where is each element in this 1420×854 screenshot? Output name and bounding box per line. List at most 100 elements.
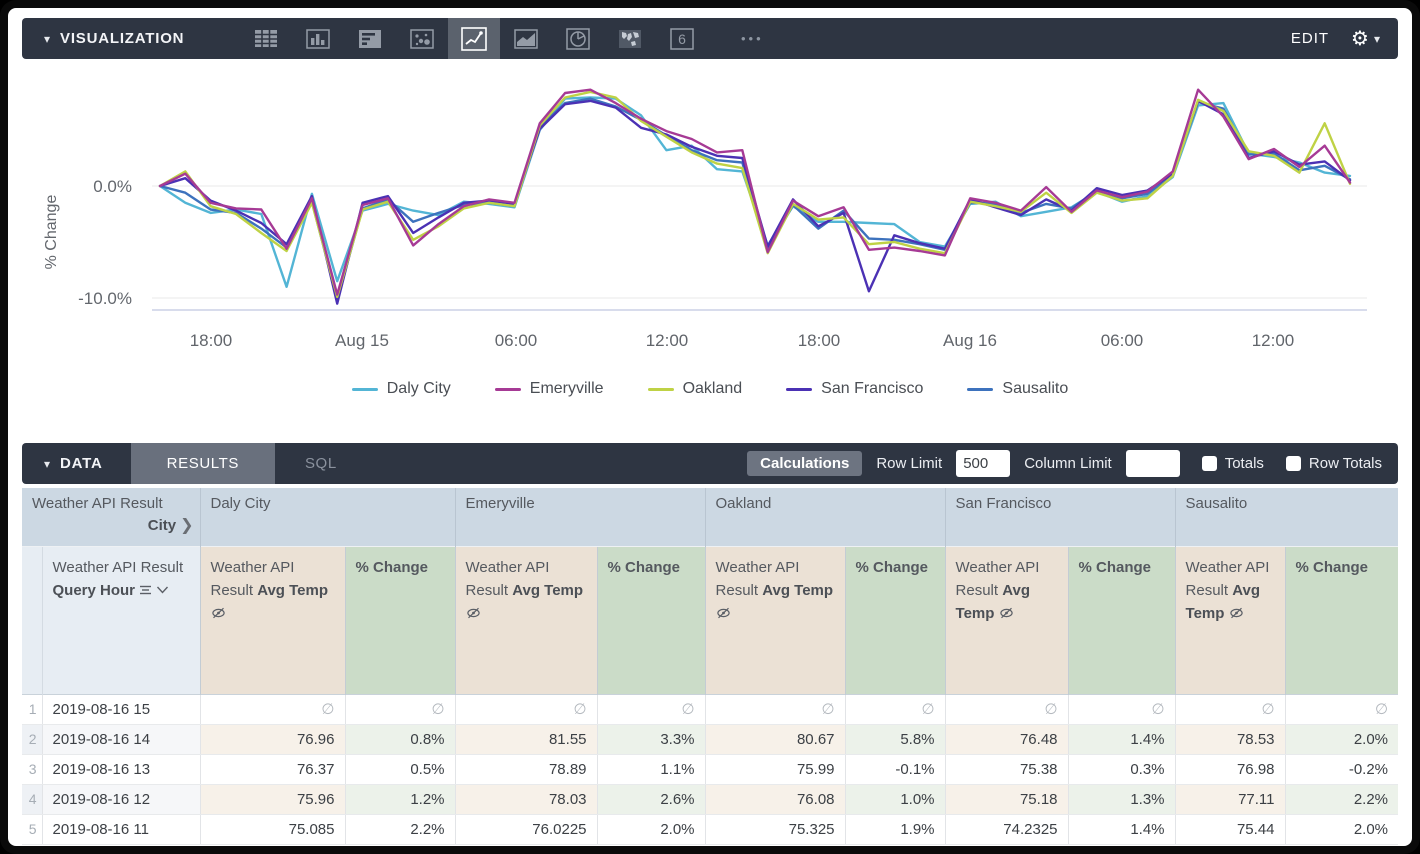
avg-temp-cell[interactable]: 76.48 [944,724,1069,755]
eye-slash-icon[interactable] [999,605,1014,622]
pivot-value-header-san-francisco[interactable]: San Francisco [944,488,1176,546]
avg-temp-cell[interactable]: 76.98 [1174,754,1286,785]
avg-temp-cell[interactable]: 78.53 [1174,724,1286,755]
query-hour-cell[interactable]: 2019-08-16 15 [41,693,200,725]
avg-temp-cell[interactable]: 75.18 [944,784,1069,815]
sort-icon[interactable] [139,582,152,599]
eye-slash-icon[interactable] [466,605,481,622]
avg-temp-cell[interactable]: 75.44 [1174,814,1286,845]
calculations-button[interactable]: Calculations [747,451,863,476]
pct-change-cell[interactable]: 5.8% [844,724,946,755]
pivot-value-header-daly-city[interactable]: Daly City [199,488,456,546]
avg-temp-column-header-oakland[interactable]: Weather API Result Avg Temp [704,545,846,694]
pct-change-column-header-emeryville[interactable]: % Change [596,545,706,694]
query-hour-cell[interactable]: 2019-08-16 14 [41,724,200,755]
gear-icon[interactable]: ⚙ ▾ [1351,28,1380,50]
line-chart-icon[interactable] [448,18,501,59]
eye-slash-icon[interactable] [716,605,731,622]
pct-change-cell[interactable]: 2.0% [1284,814,1399,845]
pct-change-column-header-daly-city[interactable]: % Change [344,545,456,694]
map-chart-icon[interactable] [604,18,656,59]
single-value-icon[interactable]: 6 [656,18,708,59]
pct-change-cell[interactable]: 2.2% [344,814,456,845]
series-line-oakland[interactable] [158,90,1352,299]
pct-change-cell[interactable]: 1.4% [1067,724,1176,755]
query-hour-cell[interactable]: 2019-08-16 13 [41,754,200,785]
pct-change-cell[interactable]: 0.8% [344,724,456,755]
row-limit-input[interactable] [956,450,1011,477]
avg-temp-cell[interactable]: ∅ [199,693,345,725]
pct-change-cell[interactable]: 2.2% [1284,784,1399,815]
pct-change-cell[interactable]: 0.5% [344,754,456,785]
pct-change-column-header-oakland[interactable]: % Change [844,545,946,694]
avg-temp-cell[interactable]: 76.37 [199,754,345,785]
avg-temp-cell[interactable]: 76.96 [199,724,345,755]
avg-temp-cell[interactable]: 75.085 [199,814,345,845]
query-hour-column-header[interactable]: Weather API Result Query Hour [41,545,200,694]
avg-temp-cell[interactable]: ∅ [1174,693,1286,725]
legend-item-daly-city[interactable]: Daly City [351,380,451,398]
legend-item-oakland[interactable]: Oakland [647,380,742,398]
pct-change-cell[interactable]: 1.0% [844,784,946,815]
pct-change-cell[interactable]: ∅ [1067,693,1176,725]
avg-temp-cell[interactable]: 75.99 [704,754,846,785]
pct-change-cell[interactable]: -0.1% [844,754,946,785]
table-chart-icon[interactable] [240,18,292,59]
chevron-down-icon[interactable] [156,582,169,599]
data-collapse-caret-icon[interactable]: ▾ [44,456,51,471]
avg-temp-cell[interactable]: ∅ [704,693,846,725]
avg-temp-cell[interactable]: 76.08 [704,784,846,815]
query-hour-cell[interactable]: 2019-08-16 12 [41,784,200,815]
avg-temp-cell[interactable]: 80.67 [704,724,846,755]
legend-item-emeryville[interactable]: Emeryville [494,380,604,398]
series-line-emeryville[interactable] [158,88,1352,296]
pivot-value-header-sausalito[interactable]: Sausalito [1174,488,1399,546]
avg-temp-cell[interactable]: 75.325 [704,814,846,845]
pct-change-cell[interactable]: ∅ [844,693,946,725]
pivot-value-header-emeryville[interactable]: Emeryville [454,488,706,546]
pct-change-cell[interactable]: 1.3% [1067,784,1176,815]
bar-chart-icon[interactable] [344,18,396,59]
pct-change-cell[interactable]: 1.9% [844,814,946,845]
pct-change-cell[interactable]: 2.0% [1284,724,1399,755]
collapse-caret-icon[interactable]: ▾ [44,31,51,46]
avg-temp-cell[interactable]: 76.0225 [454,814,598,845]
legend-item-san-francisco[interactable]: San Francisco [786,380,923,398]
avg-temp-cell[interactable]: 77.11 [1174,784,1286,815]
pct-change-column-header-san-francisco[interactable]: % Change [1067,545,1176,694]
series-line-daly-city[interactable] [158,96,1352,289]
column-limit-input[interactable] [1125,450,1180,477]
line-chart-svg[interactable]: 0.0% -10.0% % Change 18:00 Aug 15 06:00 12:00 1… [22,62,1398,374]
pie-chart-icon[interactable] [552,18,604,59]
pivot-field-header[interactable]: Weather API Result City ❯ [22,488,200,546]
avg-temp-cell[interactable]: ∅ [454,693,598,725]
avg-temp-cell[interactable]: 81.55 [454,724,598,755]
pct-change-cell[interactable]: 1.1% [596,754,706,785]
avg-temp-column-header-sausalito[interactable]: Weather API Result Avg Temp [1174,545,1286,694]
pct-change-cell[interactable]: ∅ [596,693,706,725]
avg-temp-column-header-san-francisco[interactable]: Weather API Result Avg Temp [944,545,1069,694]
pct-change-cell[interactable]: 2.6% [596,784,706,815]
row-totals-checkbox[interactable] [1285,456,1301,471]
pct-change-cell[interactable]: ∅ [344,693,456,725]
avg-temp-column-header-daly-city[interactable]: Weather API Result Avg Temp [199,545,345,694]
more-options-icon[interactable]: ••• [741,31,764,46]
tab-sql[interactable]: SQL [304,455,337,472]
scatter-chart-icon[interactable] [396,18,448,59]
edit-button[interactable]: EDIT [1290,30,1330,47]
pivot-value-header-oakland[interactable]: Oakland [704,488,946,546]
avg-temp-cell[interactable]: 74.2325 [944,814,1069,845]
pct-change-cell[interactable]: 1.2% [344,784,456,815]
pct-change-cell[interactable]: 1.4% [1067,814,1176,845]
legend-item-sausalito[interactable]: Sausalito [967,380,1068,398]
pct-change-cell[interactable]: ∅ [1284,693,1399,725]
avg-temp-column-header-emeryville[interactable]: Weather API Result Avg Temp [454,545,598,694]
pct-change-cell[interactable]: 2.0% [596,814,706,845]
pct-change-cell[interactable]: 3.3% [596,724,706,755]
avg-temp-cell[interactable]: 78.89 [454,754,598,785]
pct-change-column-header-sausalito[interactable]: % Change [1284,545,1399,694]
avg-temp-cell[interactable]: 78.03 [454,784,598,815]
totals-checkbox[interactable] [1201,456,1217,471]
avg-temp-cell[interactable]: ∅ [944,693,1069,725]
query-hour-cell[interactable]: 2019-08-16 11 [41,814,200,845]
